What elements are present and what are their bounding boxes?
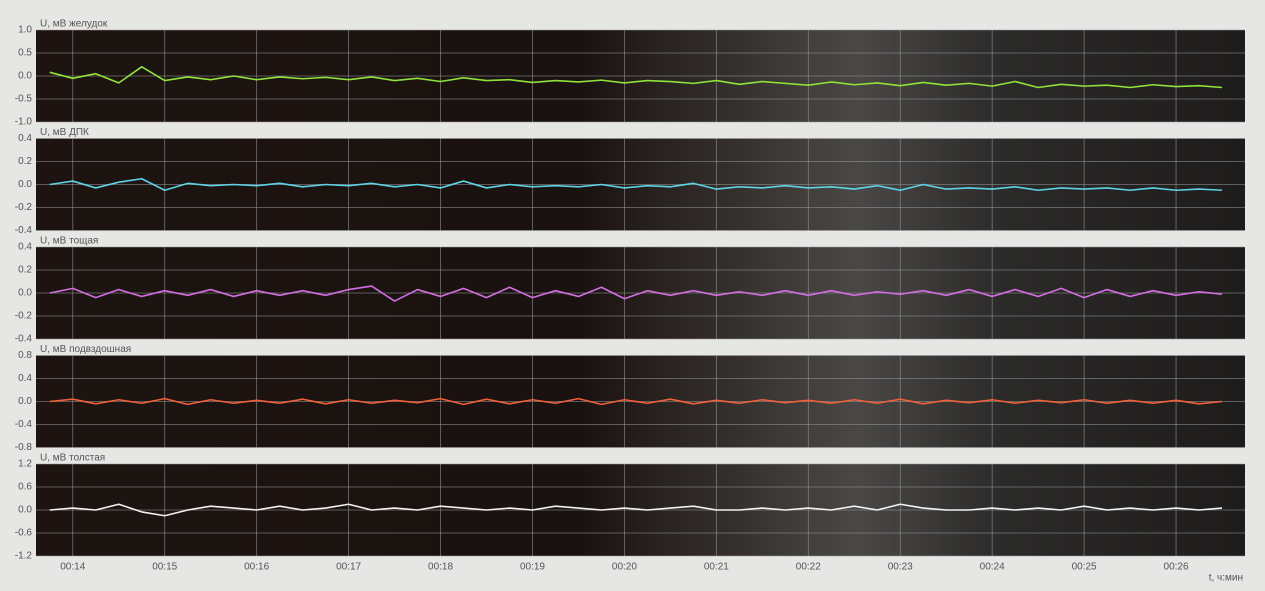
y-tick-label: -0.2	[15, 202, 33, 213]
y-tick-label: 0.8	[18, 350, 32, 361]
y-tick-label: 0.5	[18, 48, 32, 59]
x-tick-label: 00:18	[428, 562, 453, 573]
x-tick-label: 00:15	[152, 562, 177, 573]
y-tick-label: -1.0	[15, 117, 33, 128]
panel-title: U, мВ толстая	[40, 453, 105, 464]
x-tick-label: 00:19	[520, 562, 545, 573]
y-tick-label: 0.0	[18, 288, 32, 299]
y-tick-label: 0.0	[18, 396, 32, 407]
y-tick-label: 1.0	[18, 25, 32, 36]
y-tick-label: -0.6	[15, 528, 33, 539]
x-tick-label: 00:21	[704, 562, 729, 573]
y-tick-label: 0.6	[18, 482, 32, 493]
x-tick-label: 00:22	[796, 562, 821, 573]
y-tick-label: 0.4	[18, 242, 32, 253]
y-tick-label: 0.0	[18, 179, 32, 190]
y-tick-label: -0.2	[15, 311, 33, 322]
y-tick-label: 0.0	[18, 71, 32, 82]
panel-title: U, мВ тощая	[40, 236, 98, 247]
chart-window: U, мВ желудок 1.0 0.5 0.0 -0.5 -1.0 U, мВ ДПК 0…	[0, 0, 1265, 591]
panel-title: U, мВ желудок	[40, 19, 108, 30]
x-tick-label: 00:24	[980, 562, 1005, 573]
y-tick-label: -0.8	[15, 442, 33, 453]
panel-title: U, мВ ДПК	[40, 127, 89, 138]
x-tick-label: 00:17	[336, 562, 361, 573]
y-tick-label: -0.4	[15, 419, 33, 430]
y-tick-label: 0.4	[18, 133, 32, 144]
panel-title: U, мВ подвздошная	[40, 344, 131, 355]
y-tick-label: -0.4	[15, 334, 33, 345]
y-tick-label: 0.2	[18, 265, 32, 276]
y-tick-label: 0.2	[18, 156, 32, 167]
x-tick-label: 00:26	[1164, 562, 1189, 573]
x-tick-label: 00:23	[888, 562, 913, 573]
x-tick-label: 00:14	[60, 562, 85, 573]
y-tick-label: -1.2	[15, 551, 33, 562]
x-tick-label: 00:16	[244, 562, 269, 573]
x-tick-label: 00:25	[1072, 562, 1097, 573]
y-tick-label: 0.4	[18, 373, 32, 384]
x-tick-label: 00:20	[612, 562, 637, 573]
y-tick-label: -0.4	[15, 225, 33, 236]
y-tick-label: 1.2	[18, 459, 32, 470]
x-axis-label: t, ч:мин	[1209, 573, 1243, 584]
y-tick-label: -0.5	[15, 94, 33, 105]
y-tick-label: 0.0	[18, 505, 32, 516]
